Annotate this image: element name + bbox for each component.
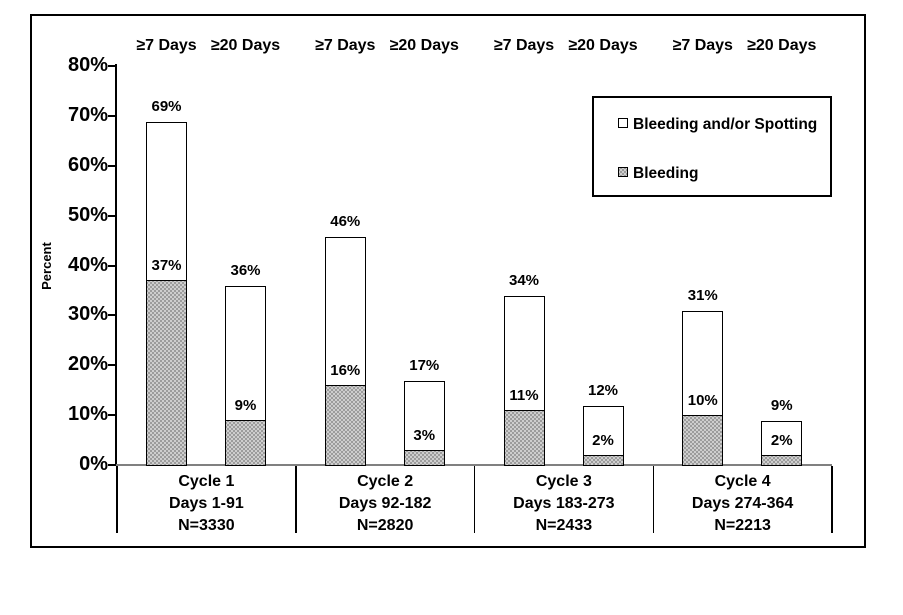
cycle-days: Days 274-364 xyxy=(691,495,794,512)
group-divider xyxy=(295,466,297,533)
bleeding-value-label: 3% xyxy=(413,427,436,445)
total-value-label: 17% xyxy=(409,357,440,375)
y-tick-mark xyxy=(108,214,116,217)
cycle-name: Cycle 2 xyxy=(357,473,414,490)
cycle-label-block: Cycle 3 Days 183-273 N=2433 xyxy=(475,471,654,534)
y-tick-mark xyxy=(108,364,116,367)
cycle-label-block: Cycle 2 Days 92-182 N=2820 xyxy=(296,471,475,534)
y-tick-label: 10% xyxy=(67,403,108,426)
bleeding-value-label: 16% xyxy=(330,362,361,380)
legend-item-bleeding: Bleeding xyxy=(618,164,698,184)
cycle-label-block: Cycle 1 Days 1-91 N=3330 xyxy=(117,471,296,534)
legend-item-bleeding-and-or-spotting: Bleeding and/or Spotting xyxy=(618,115,817,135)
cycle-label-block: Cycle 4 Days 274-364 N=2213 xyxy=(653,471,832,534)
total-value-label: 46% xyxy=(330,212,361,230)
bar-cycle3-ge20days xyxy=(582,406,624,466)
bleeding-segment xyxy=(683,415,723,465)
total-value-label: 34% xyxy=(508,272,540,290)
duration-label: ≥7 Days xyxy=(672,37,733,54)
legend-label: Bleeding xyxy=(633,165,699,182)
y-tick-mark xyxy=(108,114,116,117)
y-tick-label: 70% xyxy=(67,103,108,126)
cycle-days: Days 92-182 xyxy=(338,495,432,512)
bleeding-segment xyxy=(404,450,444,465)
y-axis-line xyxy=(115,64,117,466)
bleeding-value-label: 2% xyxy=(770,432,793,450)
legend-label: Bleeding and/or Spotting xyxy=(633,116,818,133)
cycle-name: Cycle 3 xyxy=(535,473,592,490)
cycle-n: N=3330 xyxy=(178,517,235,534)
cycle-name: Cycle 1 xyxy=(178,473,235,490)
y-tick-mark xyxy=(108,65,116,67)
bleeding-segment xyxy=(147,280,186,465)
duration-label: ≥20 Days xyxy=(747,37,817,54)
total-value-label: 31% xyxy=(687,287,718,305)
dotted-gray-square-icon xyxy=(618,167,628,177)
y-tick-mark xyxy=(108,164,116,167)
bar-cycle4-ge20days xyxy=(761,421,803,466)
cycle-n: N=2213 xyxy=(714,517,771,534)
bleeding-segment xyxy=(226,420,265,465)
y-tick-label: 60% xyxy=(67,153,108,176)
duration-label: ≥20 Days xyxy=(389,37,459,54)
duration-label: ≥7 Days xyxy=(493,37,555,54)
bleeding-segment xyxy=(325,385,365,465)
bar-cycle2-ge20days xyxy=(403,381,445,466)
total-value-label: 9% xyxy=(770,397,793,415)
y-tick-mark xyxy=(108,264,116,267)
y-tick-label: 80% xyxy=(67,54,108,76)
total-value-label: 36% xyxy=(230,262,261,280)
total-value-label: 12% xyxy=(587,382,619,400)
bleeding-segment xyxy=(504,410,544,465)
y-tick-label: 40% xyxy=(67,253,108,276)
x-axis-baseline xyxy=(116,464,832,466)
bleeding-segment xyxy=(762,455,802,465)
y-tick-label: 20% xyxy=(67,353,108,376)
cycle-n: N=2433 xyxy=(535,517,593,534)
y-tick-label: 30% xyxy=(67,303,108,326)
group-divider xyxy=(116,466,118,533)
duration-label: ≥20 Days xyxy=(210,37,281,54)
bar-cycle1-ge7days xyxy=(146,121,187,466)
group-divider xyxy=(831,466,833,533)
y-tick-mark xyxy=(108,314,116,317)
cycle-n: N=2820 xyxy=(356,517,414,534)
bleeding-value-label: 10% xyxy=(687,392,718,410)
total-value-label: 69% xyxy=(151,97,182,115)
y-tick-label: 0% xyxy=(79,453,108,475)
bleeding-segment xyxy=(583,455,623,465)
duration-label: ≥7 Days xyxy=(315,37,376,54)
bar-cycle3-ge7days xyxy=(503,296,545,466)
y-tick-mark xyxy=(108,464,116,466)
bar-cycle1-ge20days xyxy=(225,286,266,466)
y-tick-mark xyxy=(108,414,116,417)
legend: Bleeding and/or Spotting Bleeding xyxy=(592,96,832,197)
duration-label: ≥7 Days xyxy=(136,37,197,54)
cycle-days: Days 183-273 xyxy=(513,495,615,512)
cycle-name: Cycle 4 xyxy=(714,473,771,490)
bleeding-value-label: 11% xyxy=(509,387,539,405)
y-tick-label: 50% xyxy=(67,203,108,226)
duration-label: ≥20 Days xyxy=(568,37,638,54)
bleeding-value-label: 2% xyxy=(592,432,614,450)
bar-cycle2-ge7days xyxy=(324,236,366,466)
white-square-icon xyxy=(618,118,628,128)
bleeding-value-label: 37% xyxy=(151,257,182,275)
cycle-days: Days 1-91 xyxy=(169,495,244,512)
bleeding-value-label: 9% xyxy=(234,397,257,415)
group-divider xyxy=(473,466,476,533)
bar-cycle4-ge7days xyxy=(682,311,724,466)
group-divider xyxy=(652,466,654,533)
